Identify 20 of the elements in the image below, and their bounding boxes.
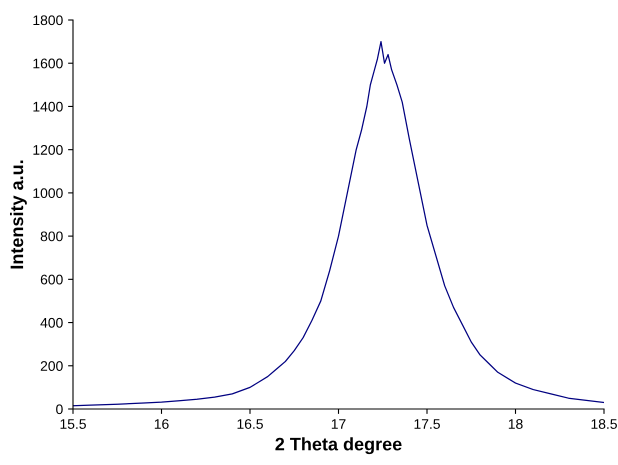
x-tick-label: 16 bbox=[154, 419, 169, 429]
x-tick-label: 17.5 bbox=[414, 419, 440, 429]
x-axis-title: 2 Theta degree bbox=[275, 437, 402, 454]
x-tick-label: 18.5 bbox=[592, 419, 617, 429]
y-tick-label: 1200 bbox=[33, 145, 63, 155]
y-tick-label: 800 bbox=[40, 231, 63, 242]
y-tick-label: 1400 bbox=[33, 102, 63, 112]
x-tick-label: 18 bbox=[508, 419, 523, 429]
y-tick-label: 0 bbox=[56, 404, 63, 414]
y-axis-title: Intensity a.u. bbox=[10, 160, 27, 268]
y-tick-label: 400 bbox=[40, 318, 63, 328]
y-tick-label: 1000 bbox=[33, 188, 63, 198]
x-tick-label: 15.5 bbox=[60, 419, 86, 429]
y-tick-label: 200 bbox=[40, 361, 63, 371]
y-tick-label: 600 bbox=[40, 274, 63, 285]
line-series bbox=[73, 40, 604, 406]
y-tick-label: 1600 bbox=[33, 58, 63, 68]
x-tick-label: 17 bbox=[332, 419, 346, 429]
y-tick-label: 1800 bbox=[33, 15, 63, 26]
x-tick-label: 16.5 bbox=[238, 419, 263, 429]
